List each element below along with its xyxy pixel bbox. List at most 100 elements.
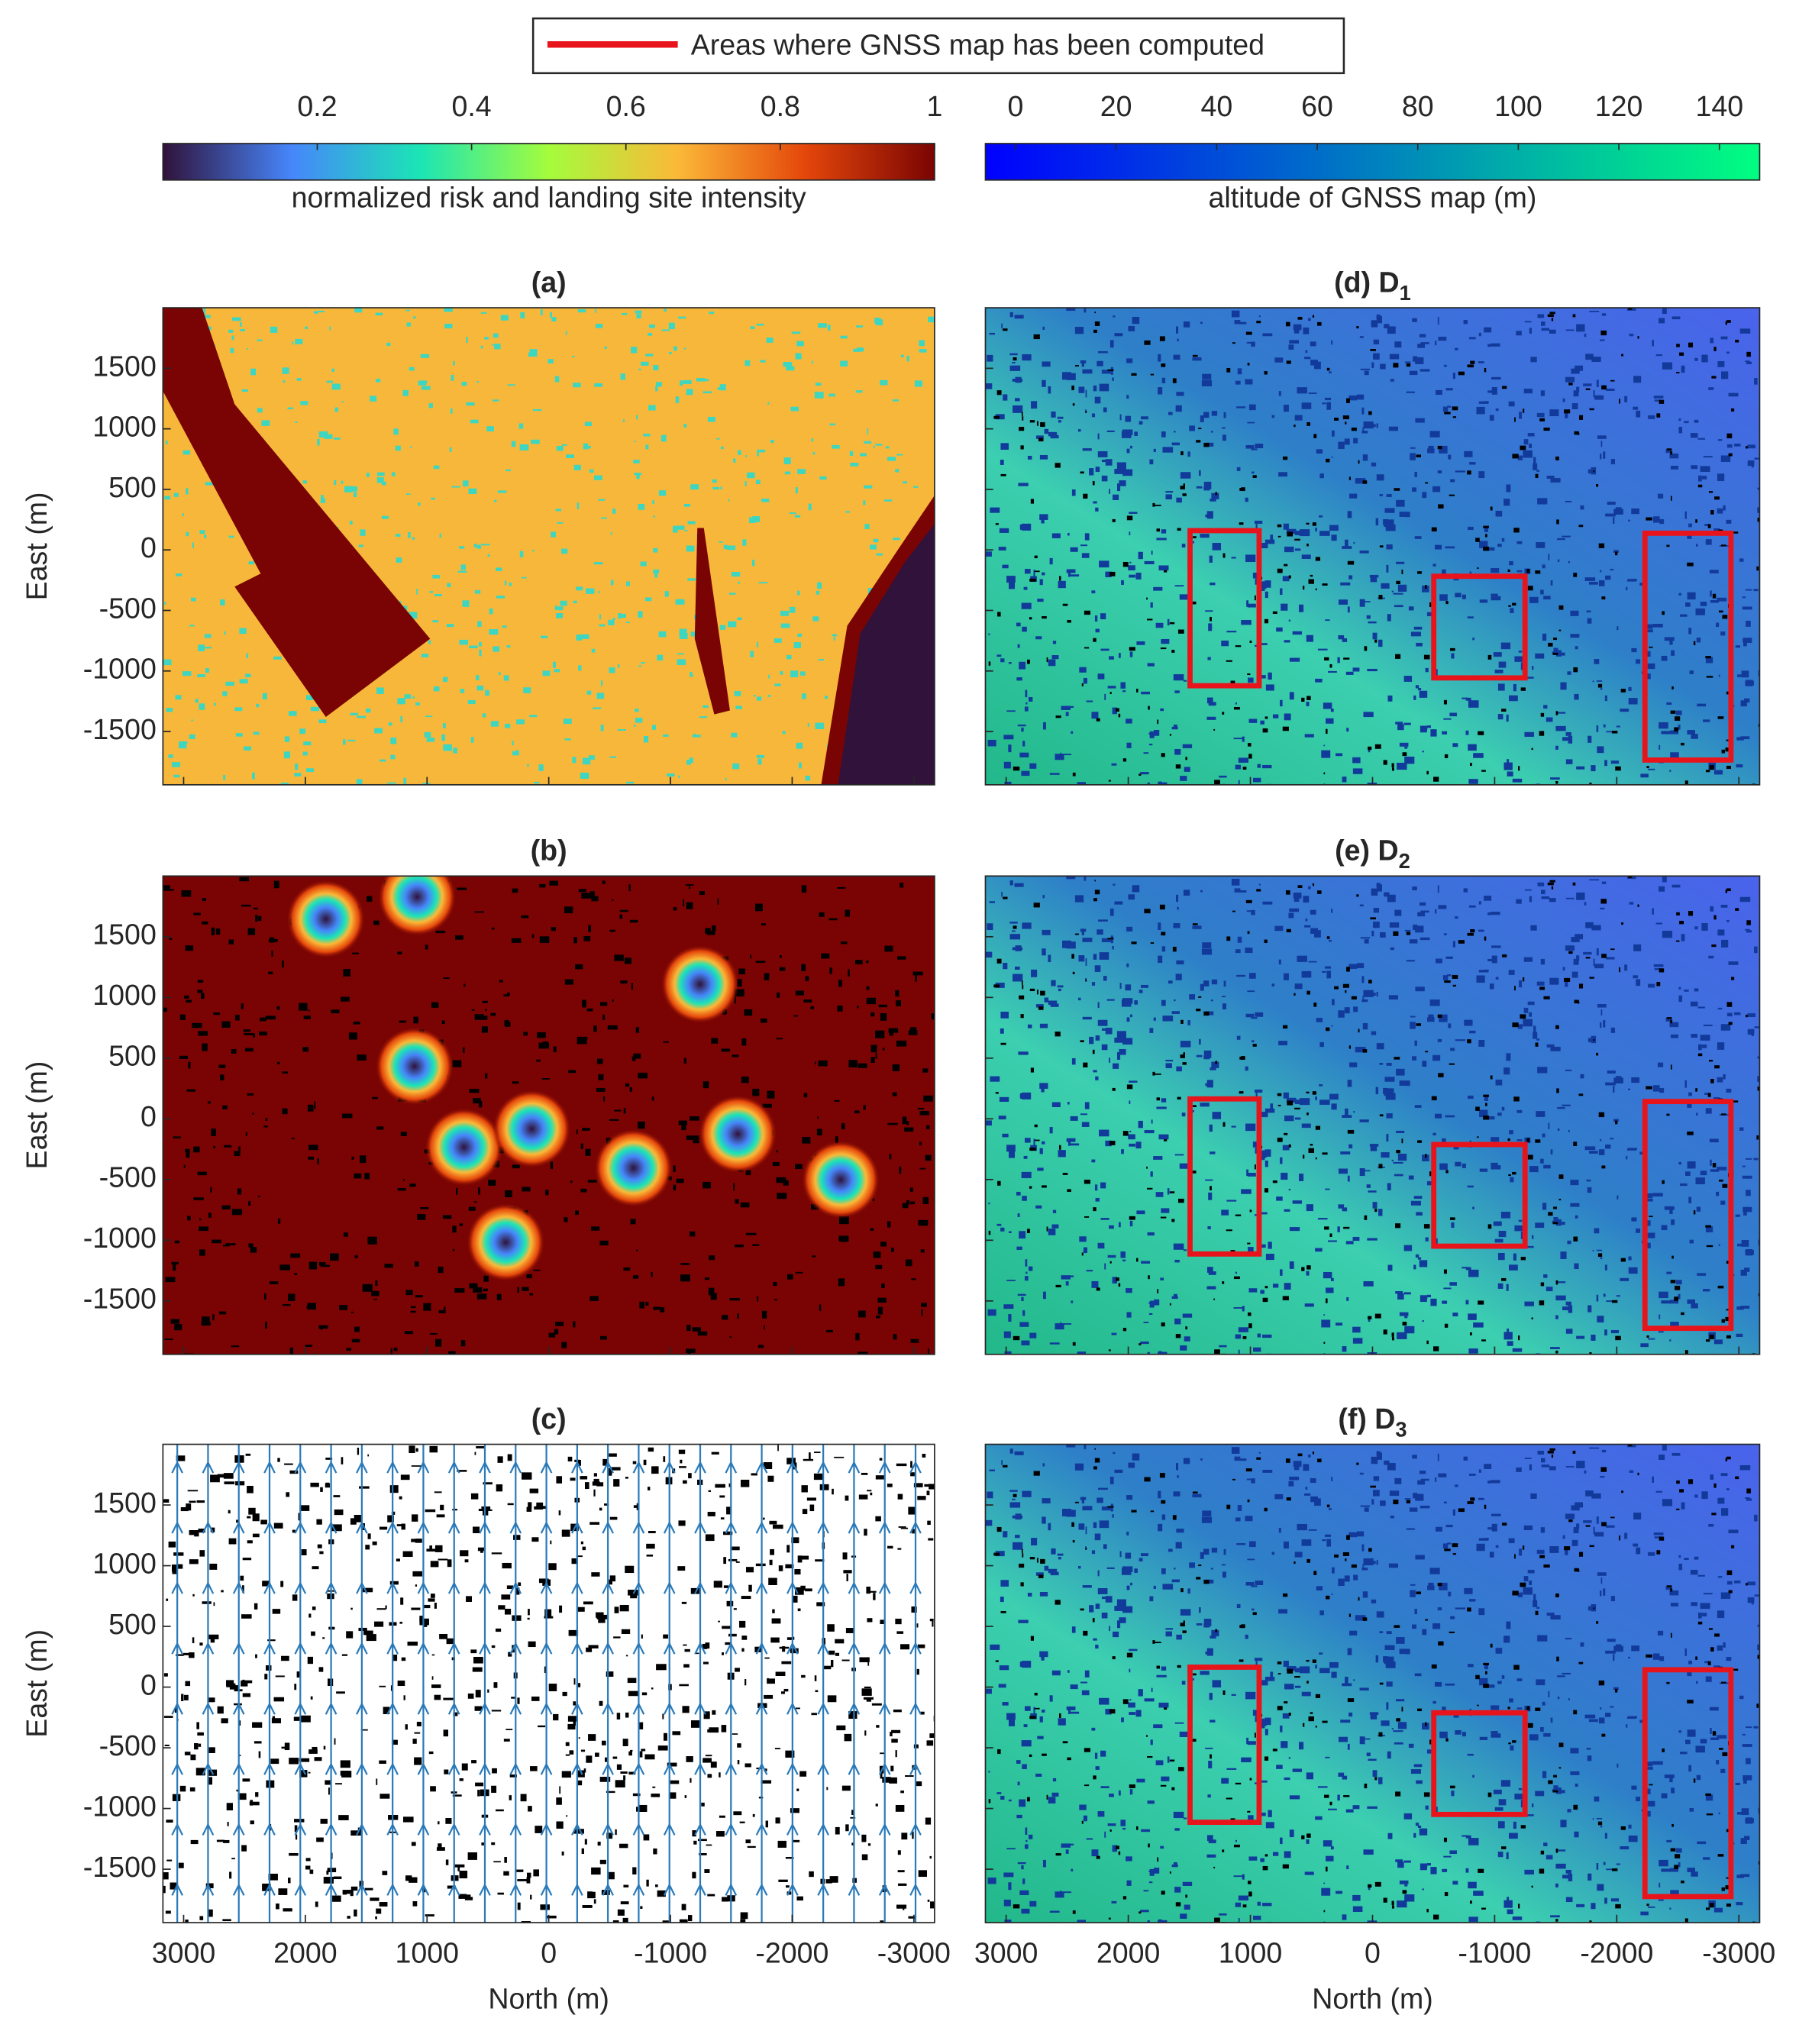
building [1720,631,1726,636]
building [744,1009,753,1016]
building [362,1284,373,1292]
building [467,699,476,705]
building [609,1516,618,1520]
building [1449,647,1455,651]
building [1709,1138,1719,1143]
building [1394,1174,1403,1177]
building [911,1606,917,1613]
building [1182,493,1187,496]
building [545,1190,549,1196]
building [1589,879,1600,881]
building [1438,1073,1444,1077]
building [1358,1028,1360,1033]
building [1286,1097,1297,1103]
building [242,1778,250,1782]
building [733,1183,735,1191]
building [1555,745,1558,750]
building [454,1864,465,1868]
building [1113,315,1116,318]
building [1093,385,1097,392]
building [1657,493,1664,499]
building [1531,666,1534,670]
building [986,551,992,557]
building [475,1782,484,1787]
building [554,1329,559,1335]
building [596,693,605,699]
building [1565,1069,1572,1071]
building [744,360,751,366]
building [1129,574,1136,578]
building [1048,659,1056,667]
building [876,1725,880,1728]
building [1071,1058,1076,1065]
building [360,529,366,536]
building [1071,1300,1074,1303]
building [1467,616,1474,618]
building [1200,890,1203,893]
building [1245,1066,1248,1071]
building [1065,712,1069,716]
building [1568,1129,1570,1132]
building [1589,977,1594,979]
building [840,360,848,367]
building [1389,922,1400,928]
wind-arrowhead [540,1642,553,1655]
building [1537,314,1545,318]
building [1387,614,1391,622]
building [556,1821,564,1829]
building [1362,1049,1368,1053]
building [1512,778,1523,783]
building [880,1772,883,1779]
building [1468,905,1476,908]
building [1665,449,1671,454]
building [1669,1339,1671,1342]
building [1165,1063,1172,1068]
building [870,1012,875,1017]
building [1282,726,1289,731]
building [219,1311,227,1315]
wind-arrowhead [540,1883,553,1896]
building [1078,386,1085,393]
building [873,538,879,543]
building [702,705,709,708]
wind-arrowhead [171,1521,183,1534]
building [709,312,715,315]
building [1214,780,1220,785]
building [740,1919,746,1923]
building [451,374,454,381]
building [344,486,353,492]
building [334,480,337,486]
building [1422,585,1429,593]
building [1008,744,1012,753]
building [1617,626,1619,631]
building [920,1711,925,1715]
building [241,1614,252,1619]
building [1091,413,1096,418]
building [819,1304,822,1311]
building [1728,392,1739,397]
building [284,736,290,742]
building [1507,759,1510,766]
wind-arrowhead [632,1762,645,1775]
building [1467,1185,1474,1188]
building [1736,1306,1744,1310]
building [1745,589,1752,591]
building [1409,939,1418,944]
wind-arrowhead [447,1521,460,1534]
building [1455,347,1458,350]
building [767,1678,769,1681]
building [1022,1310,1025,1316]
building [1435,1354,1439,1355]
building [1436,1238,1438,1246]
building [734,691,741,696]
building [1004,1351,1012,1355]
building [1031,401,1038,409]
building [1261,1150,1267,1158]
building [702,1181,711,1189]
building [168,754,173,758]
building [548,1684,557,1692]
building [1541,890,1545,895]
building [1097,360,1103,366]
building [1248,973,1256,979]
building [195,699,199,703]
